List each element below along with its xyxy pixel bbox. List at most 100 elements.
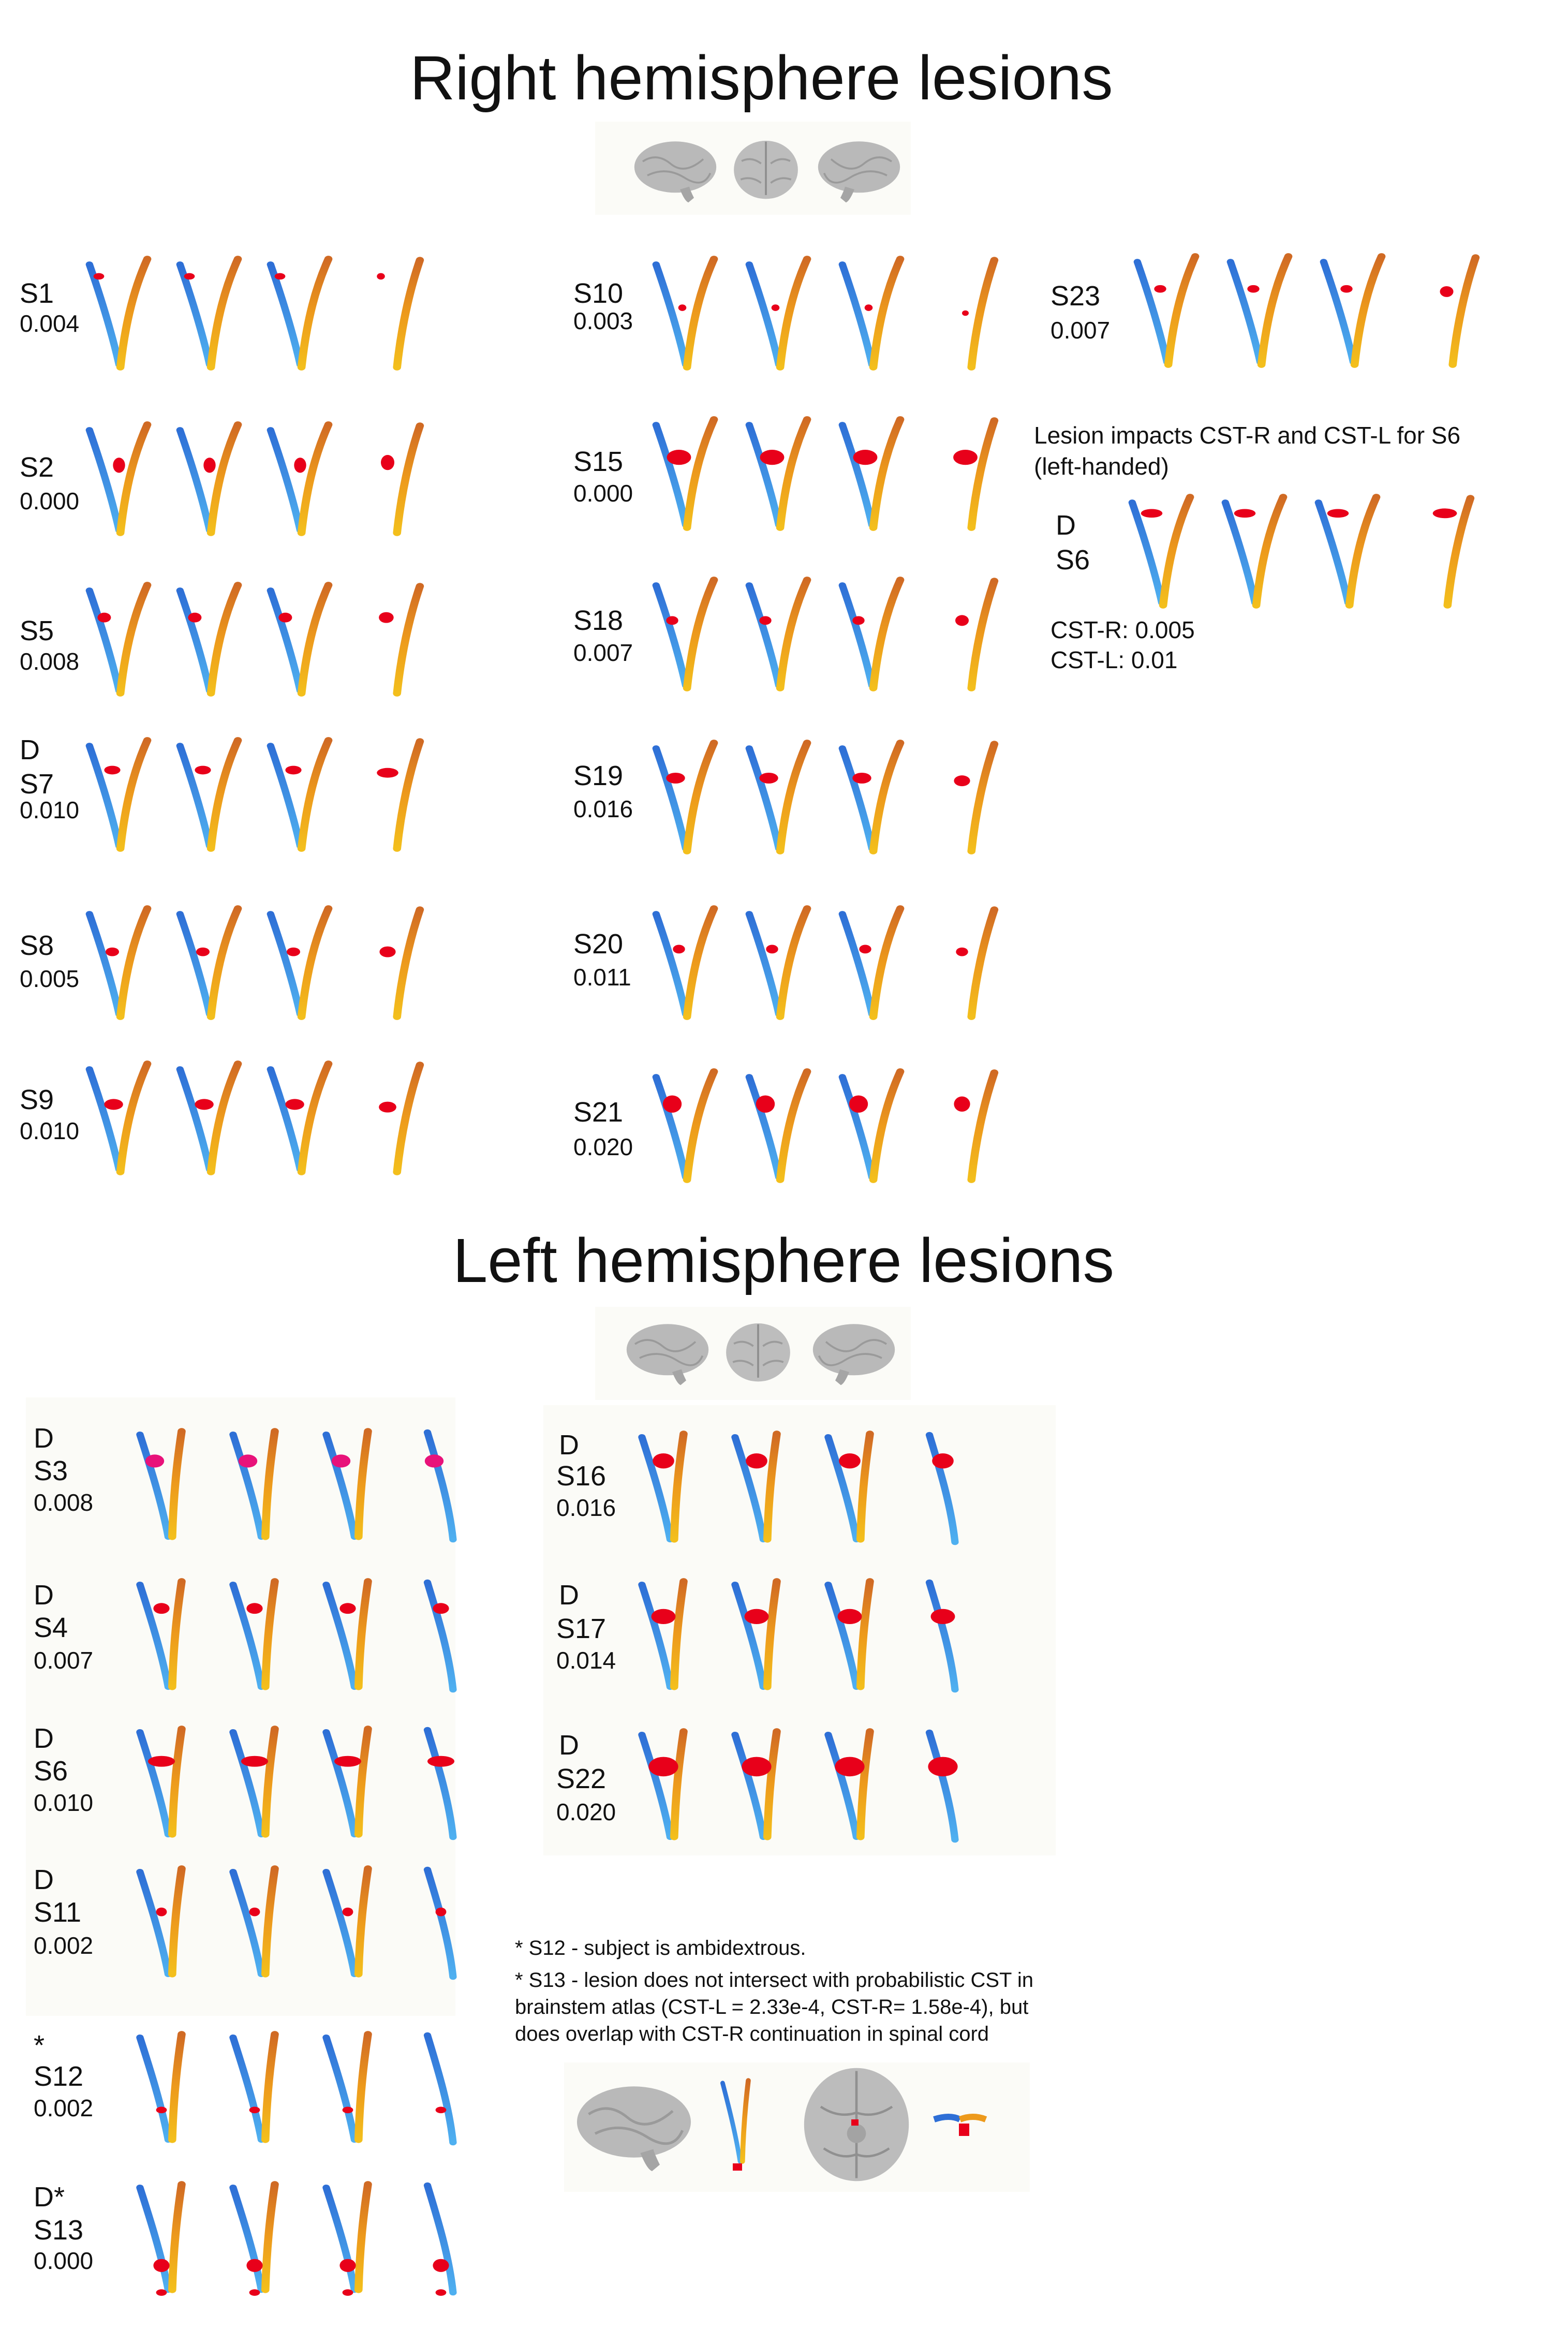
subject-prefix: D xyxy=(559,1580,579,1611)
lesion-mark xyxy=(666,772,685,784)
subject-id: S10 xyxy=(573,278,624,309)
subject-value: 0.016 xyxy=(556,1494,616,1521)
subject-value: 0.008 xyxy=(20,648,80,675)
tractography-figure xyxy=(379,580,435,699)
tractography-figure xyxy=(1221,492,1289,611)
lesion-mark xyxy=(433,1603,449,1614)
cst-r-value: CST-R: 0.005 xyxy=(1051,616,1195,643)
brain-frontal-icon xyxy=(727,132,805,210)
lesion-mark xyxy=(113,458,125,473)
subject-id: S16 xyxy=(556,1461,607,1492)
tractography-figure xyxy=(414,2179,481,2298)
lesion-mark xyxy=(849,1095,868,1113)
tractography-figure xyxy=(838,903,906,1022)
tractography-figure xyxy=(414,1723,481,1842)
brain-lateral-icon xyxy=(629,132,722,210)
lesion-mark xyxy=(1327,509,1349,518)
lesion-mark xyxy=(196,947,210,956)
lesion-mark xyxy=(93,273,105,280)
subject-prefix: D xyxy=(34,1423,54,1454)
lesion-mark xyxy=(274,273,286,280)
tractography-figure xyxy=(916,1428,983,1547)
tractography-figure xyxy=(652,903,719,1022)
tractography-figure xyxy=(85,254,153,373)
tractography-figure xyxy=(1314,492,1382,611)
tractography-figure xyxy=(954,738,1009,857)
subject-id: S5 xyxy=(20,615,54,646)
subject-id: S17 xyxy=(556,1613,607,1644)
lesion-mark xyxy=(852,616,865,625)
s13-views-panel xyxy=(564,2062,1030,2192)
subject-id: S2 xyxy=(20,452,54,483)
tractography-figure xyxy=(1432,492,1485,611)
lesion-mark xyxy=(334,1756,361,1767)
tractography-figure xyxy=(176,254,243,373)
subject-value: 0.000 xyxy=(34,2247,94,2274)
tractography-figure xyxy=(267,580,334,699)
subject-prefix: * xyxy=(34,2030,45,2061)
subject-prefix: D* xyxy=(34,2181,65,2213)
lesion-mark xyxy=(756,1095,775,1113)
lesion-mark xyxy=(742,1757,772,1777)
lesion-mark xyxy=(195,765,211,775)
tractography-figure xyxy=(414,1863,481,1982)
lesion-mark xyxy=(249,2106,260,2114)
lesion-mark xyxy=(1340,285,1353,293)
subject-value: 0.020 xyxy=(573,1133,633,1160)
tractography-figure xyxy=(381,419,435,538)
lesion-mark xyxy=(342,1907,353,1917)
subject-prefix: D xyxy=(34,1580,54,1611)
tractography-figure xyxy=(176,903,243,1022)
tractography-figure xyxy=(176,419,243,538)
lesion-mark xyxy=(928,1757,958,1777)
lesion-mark xyxy=(666,616,678,625)
subject-id: S15 xyxy=(573,446,624,477)
lesion-mark xyxy=(859,945,871,954)
tractography-figure xyxy=(267,419,334,538)
subject-id: S6 xyxy=(1056,544,1090,576)
lesion-mark xyxy=(342,2289,353,2296)
lesion-mark xyxy=(837,1609,862,1625)
lesion-mark xyxy=(662,1095,682,1113)
subject-id: S9 xyxy=(20,1084,54,1115)
subject-id: S4 xyxy=(34,1612,68,1643)
brain-frontal-icon xyxy=(719,1315,797,1392)
lesion-mark xyxy=(1440,286,1454,297)
tractography-figure xyxy=(637,1726,704,1845)
lesion-mark xyxy=(379,946,396,957)
tractography-figure xyxy=(745,254,812,373)
lesion-mark xyxy=(953,450,978,465)
lesion-mark xyxy=(667,450,691,465)
subject-id: S8 xyxy=(20,930,54,961)
brain-lateral-icon xyxy=(569,2062,699,2192)
subject-value: 0.010 xyxy=(34,1789,94,1816)
tractography-figure xyxy=(730,1726,797,1845)
lesion-mark xyxy=(1154,285,1166,293)
tractography-figure xyxy=(228,2029,295,2148)
subject-id: S22 xyxy=(556,1763,607,1794)
lesion-mark xyxy=(766,945,778,954)
tractography-figure xyxy=(135,2179,202,2296)
subject-value: 0.002 xyxy=(34,2095,94,2121)
lesion-mark xyxy=(954,775,970,787)
tractography-figure xyxy=(652,414,719,533)
tractography-figure xyxy=(955,574,1009,694)
tractography-figure xyxy=(1440,251,1490,370)
tractography-figure xyxy=(745,414,812,533)
tractography-figure xyxy=(85,1058,153,1177)
lesion-mark xyxy=(853,450,878,465)
tractography-figure xyxy=(414,1426,481,1545)
lesion-mark xyxy=(839,1453,861,1469)
tractography-figure xyxy=(228,1576,295,1695)
tractography-figure xyxy=(637,1428,704,1547)
tractography-figure xyxy=(228,1863,295,1982)
lesion-mark xyxy=(835,1757,865,1777)
tractography-figure xyxy=(135,1576,202,1695)
subject-value: 0.005 xyxy=(20,965,80,992)
tract-icon xyxy=(719,2068,761,2171)
lesion-mark xyxy=(285,1099,304,1110)
tractography-figure xyxy=(377,254,435,373)
subject-id: S21 xyxy=(573,1097,624,1128)
tractography-figure xyxy=(321,1576,388,1695)
subject-prefix: D xyxy=(34,1864,54,1895)
